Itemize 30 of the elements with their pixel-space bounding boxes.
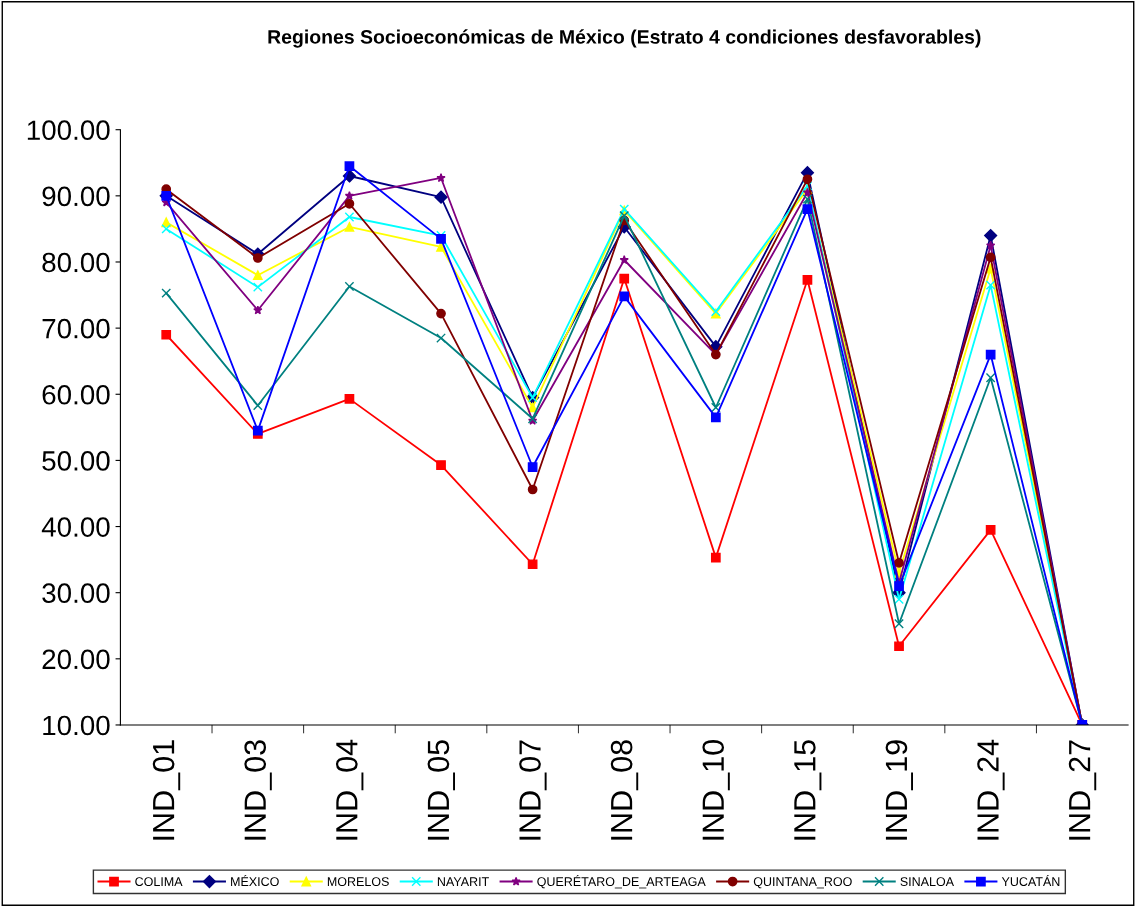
legend-label: SINALOA: [900, 877, 954, 887]
y-tick-label: 40.00: [41, 517, 110, 537]
legend-label: QUINTANA_ROO: [753, 877, 852, 889]
x-tick-label: IND_19: [885, 740, 914, 840]
x-tick-label: IND_05: [427, 740, 455, 840]
y-tick-label: 50.00: [42, 451, 110, 471]
x-tick-label: IND_08: [610, 740, 639, 840]
y-tick-label: 30.00: [42, 583, 110, 604]
y-tick-label: 80.00: [42, 252, 110, 273]
legend-label: COLIMA: [135, 877, 183, 887]
legend-label: MÉXICO: [231, 875, 279, 887]
y-tick-label: 70.00: [42, 318, 110, 339]
legend-label: NAYARIT: [437, 877, 489, 886]
x-tick-label: IND_03: [244, 740, 272, 840]
y-tick-label: 90.00: [42, 186, 110, 207]
x-tick-label: IND_24: [977, 739, 1005, 840]
x-tick-label: IND_01: [152, 740, 181, 840]
legend-label: YUCATÁN: [1001, 875, 1060, 887]
chart-title: Regiones Socioeconómicas de México (Estrato 4 condiciones desfavorables): [268, 29, 981, 48]
x-tick-label: IND_15: [794, 740, 822, 840]
y-tick-label: 100.00: [27, 120, 110, 141]
y-tick-label: 20.00: [42, 649, 110, 670]
x-tick-label: IND_07: [519, 740, 547, 840]
legend-label: MORELOS: [327, 877, 389, 887]
legend-label: QUERÉTARO_DE_ARTEAGA: [537, 875, 706, 889]
x-tick-label: IND_04: [335, 739, 364, 840]
x-tick-label: IND_10: [702, 740, 730, 840]
y-tick-label: 60.00: [42, 384, 110, 405]
x-tick-label: IND_27: [1068, 740, 1097, 840]
y-tick-label: 10.00: [43, 715, 110, 736]
